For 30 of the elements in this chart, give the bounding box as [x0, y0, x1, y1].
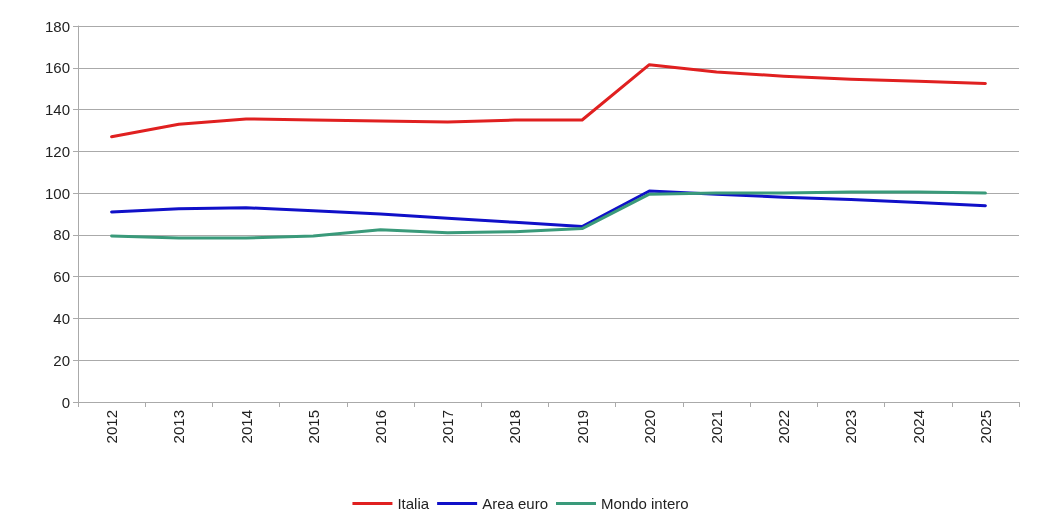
y-tick-label: 40	[53, 309, 70, 327]
line-series	[110, 189, 987, 229]
y-tick-label: 120	[44, 142, 70, 160]
x-tick-label: 2017	[439, 410, 457, 444]
x-tick-label: 2021	[708, 410, 726, 444]
x-tick-label: 2025	[976, 410, 994, 444]
y-tick-label: 160	[44, 59, 70, 77]
y-tick-label: 140	[44, 101, 70, 119]
x-tick-label: 2020	[640, 410, 658, 444]
line-series	[110, 63, 987, 139]
x-tick-label: 2023	[842, 410, 860, 444]
legend-label: Italia	[397, 495, 430, 512]
legend-label: Mondo intero	[601, 495, 689, 512]
x-tick-label: 2012	[103, 410, 121, 444]
y-tick-label: 80	[53, 226, 70, 244]
y-tick-label: 100	[44, 184, 70, 202]
y-tick-label: 60	[53, 268, 70, 286]
x-tick-label: 2019	[573, 410, 591, 444]
x-tick-label: 2015	[304, 410, 322, 444]
y-tick-label: 20	[53, 351, 70, 369]
y-tick-label: 180	[44, 17, 70, 35]
x-tick-label: 2024	[909, 410, 927, 444]
x-tick-label: 2013	[170, 410, 188, 444]
x-tick-label: 2016	[371, 410, 389, 444]
x-tick-label: 2014	[237, 410, 255, 444]
x-tick-label: 2018	[506, 410, 524, 444]
line-series	[110, 190, 987, 240]
x-tick-label: 2022	[775, 410, 793, 444]
legend-label: Area euro	[482, 495, 548, 512]
y-tick-label: 0	[61, 393, 70, 411]
